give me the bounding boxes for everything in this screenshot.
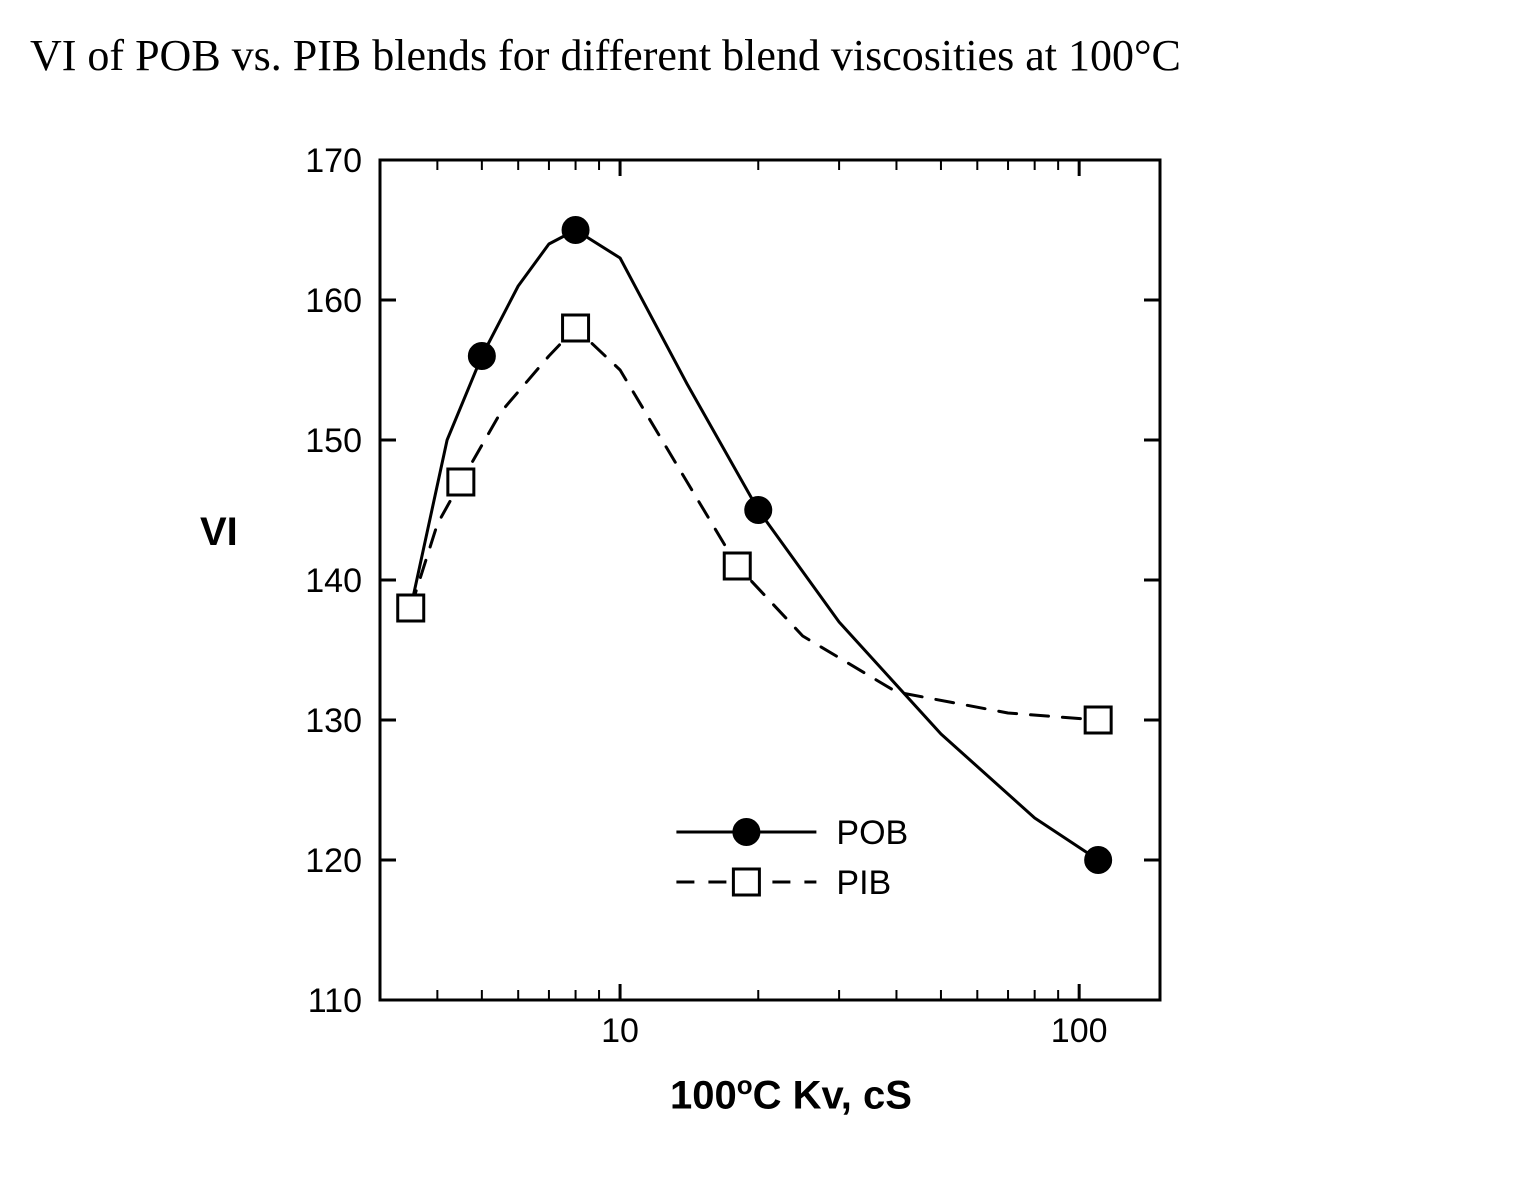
svg-text:100: 100 [1051, 1012, 1108, 1050]
data-point-pob [563, 217, 589, 243]
svg-text:110: 110 [308, 982, 362, 1020]
svg-text:160: 160 [305, 282, 362, 320]
data-point-pob [469, 343, 495, 369]
data-point-pib [724, 553, 750, 579]
svg-text:170: 170 [305, 142, 362, 180]
chart-title: VI of POB vs. PIB blends for different b… [30, 30, 1487, 81]
data-point-pob [1085, 847, 1111, 873]
series-line-pib [411, 328, 1098, 720]
svg-text:130: 130 [305, 702, 362, 740]
legend-label-pib: PIB [836, 864, 891, 902]
data-point-pib [398, 595, 424, 621]
legend-label-pob: POB [836, 814, 908, 852]
data-point-pib [448, 469, 474, 495]
data-point-pib [563, 315, 589, 341]
chart-svg: 110 120 130 140 150 160 170 10 100 POB PIB [170, 120, 1270, 1080]
data-point-pib [1085, 707, 1111, 733]
svg-text:10: 10 [601, 1012, 639, 1050]
svg-text:140: 140 [305, 562, 362, 600]
svg-text:150: 150 [305, 422, 362, 460]
series-line-pob [411, 230, 1098, 860]
chart-container: 110 120 130 140 150 160 170 10 100 POB PIB [170, 120, 1270, 1080]
data-point-pob [745, 497, 771, 523]
svg-text:120: 120 [305, 842, 362, 880]
